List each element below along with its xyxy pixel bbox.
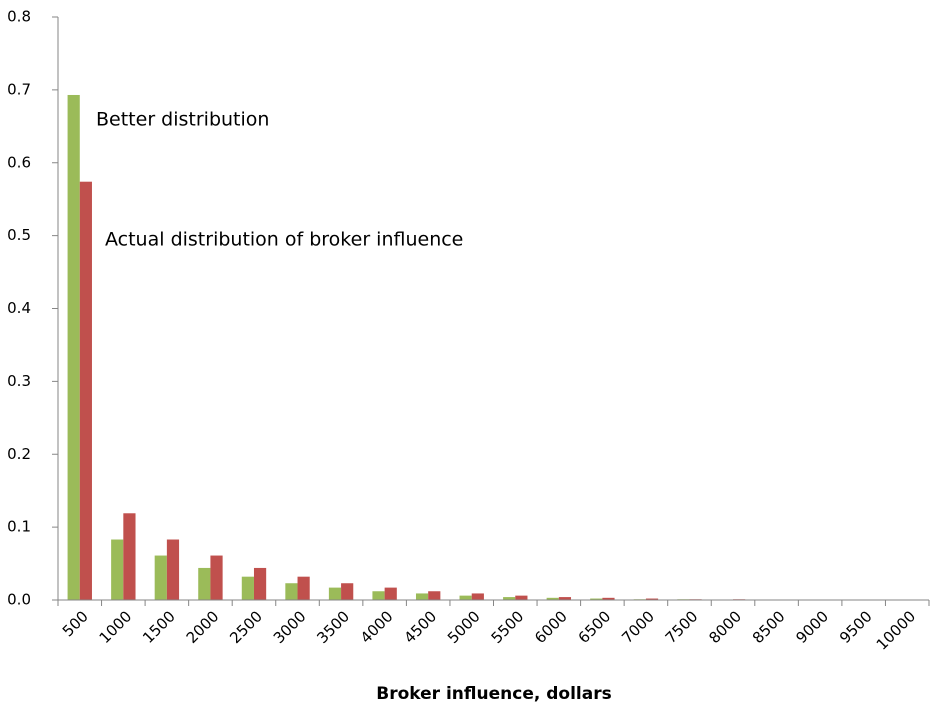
bar [123,513,136,600]
y-tick-label: 0.3 [7,372,31,390]
bar [297,576,310,600]
x-tick-label: 5500 [488,607,528,647]
x-tick-label: 10000 [873,607,919,653]
y-tick-label: 0.2 [7,445,31,463]
bar [253,567,267,600]
bar [602,597,615,600]
bar [198,567,211,600]
x-tick-label: 4500 [400,607,440,647]
x-tick-label: 1500 [139,607,179,647]
x-tick-label: 3000 [270,607,310,647]
bar [241,576,254,600]
x-tick-label: 6500 [575,607,615,647]
x-tick-label: 1000 [96,607,136,647]
bar [154,555,167,600]
bar [415,593,429,600]
bar [515,595,528,600]
bar [645,598,659,600]
y-tick-label: 0.7 [7,80,31,98]
y-tick-label: 0.6 [7,153,31,171]
x-tick-label: 2500 [226,607,266,647]
bar [471,593,484,600]
y-tick-label: 0.0 [7,591,31,609]
bar [372,591,385,600]
x-tick-label: 9000 [792,607,832,647]
bar [428,591,441,600]
series-label: Better distribution [96,109,269,131]
x-tick-label: 8500 [749,607,789,647]
bar [558,597,572,600]
bar [166,539,180,600]
bar [341,583,354,600]
x-tick-label: 7000 [618,607,658,647]
x-tick-label: 6000 [531,607,571,647]
bar [459,595,472,600]
x-tick-label: 7500 [662,607,702,647]
x-tick-label: 8000 [705,607,745,647]
x-tick-label: 3500 [313,607,353,647]
y-tick-label: 0.5 [7,226,31,244]
x-axis-label: Broker influence, dollars [376,684,611,704]
x-tick-label: 4000 [357,607,397,647]
x-tick-label: 2000 [183,607,223,647]
bar [67,94,80,600]
y-tick-label: 0.4 [7,299,31,317]
series-label: Actual distribution of broker influence [105,229,463,251]
y-tick-label: 0.1 [7,518,31,536]
bar [111,539,124,600]
bar [384,587,397,600]
bar [503,597,516,600]
x-tick-label: 9500 [836,607,876,647]
x-tick-label: 5000 [444,607,484,647]
bar [210,555,223,600]
bar [79,181,92,600]
bar [546,597,559,600]
bar [285,583,298,600]
x-tick-label: 500 [59,607,92,640]
y-tick-label: 0.8 [7,8,31,26]
bar [328,587,342,600]
bar [590,598,603,600]
